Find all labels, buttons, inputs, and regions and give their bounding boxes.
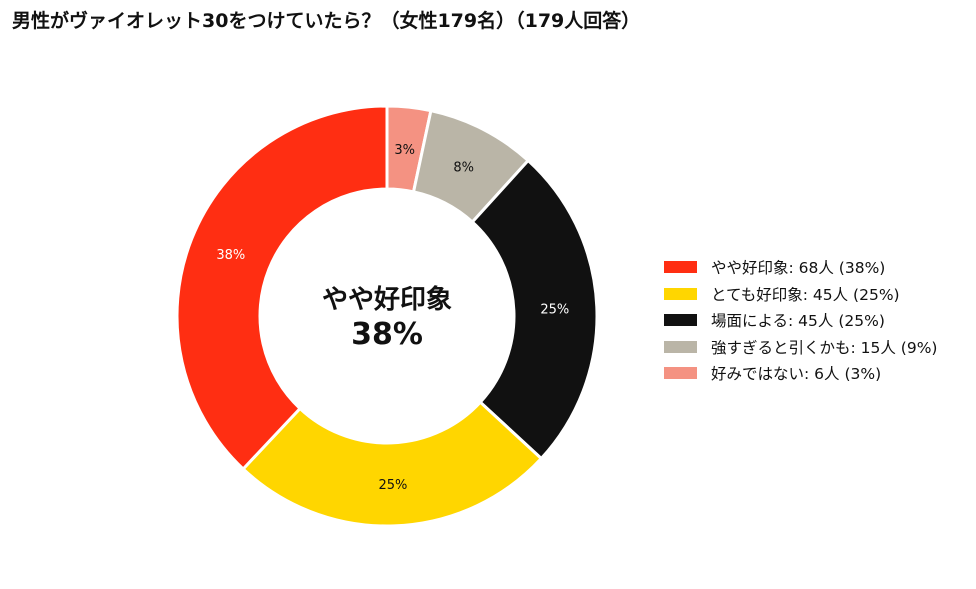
legend-label: 好みではない: 6人 (3%) [711, 365, 882, 384]
legend-item: 強すぎると引くかも: 15人 (9%) [664, 334, 937, 361]
legend-swatch [664, 261, 697, 274]
chart-title: 男性がヴァイオレット30をつけていたら？（女性179名）（179人回答） [12, 10, 641, 32]
slice-percent-label: 25% [378, 478, 407, 493]
legend-item: とても好印象: 45人 (25%) [664, 281, 937, 308]
slice-percent-label: 8% [453, 161, 474, 176]
legend-label: やや好印象: 68人 (38%) [711, 259, 886, 278]
slice-percent-label: 3% [394, 143, 415, 158]
slice-percent-label: 38% [216, 248, 245, 263]
slice-percent-label: 25% [540, 303, 569, 318]
donut-slice [175, 104, 389, 472]
legend-swatch [664, 287, 697, 300]
slice-labels: 3% 8% 25% 25% 38% [216, 143, 569, 493]
center-value: 38% [351, 317, 423, 352]
legend-swatch [664, 367, 697, 380]
donut-slice [241, 400, 544, 528]
legend-label: とても好印象: 45人 (25%) [711, 285, 900, 304]
legend-label: 場面による: 45人 (25%) [711, 312, 885, 331]
legend-swatch [664, 314, 697, 327]
legend-item: やや好印象: 68人 (38%) [664, 254, 937, 281]
legend-label: 強すぎると引くかも: 15人 (9%) [711, 338, 938, 357]
chart-legend: やや好印象: 68人 (38%) とても好印象: 45人 (25%) 場面による: … [664, 254, 937, 387]
center-label: やや好印象 [322, 284, 452, 315]
legend-item: 好みではない: 6人 (3%) [664, 360, 937, 387]
donut-slices [175, 104, 599, 528]
legend-swatch [664, 340, 697, 353]
legend-item: 場面による: 45人 (25%) [664, 307, 937, 334]
donut-slice [470, 158, 599, 461]
